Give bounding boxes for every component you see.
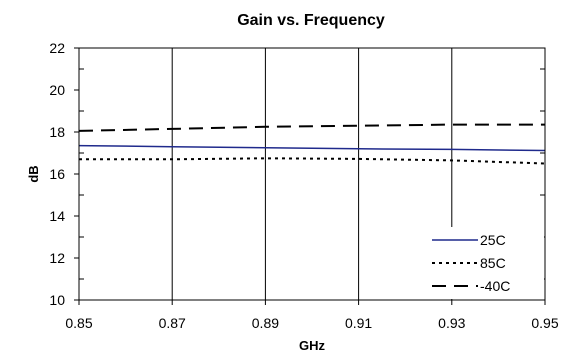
y-tick-label: 16 <box>49 166 65 182</box>
axis-ticks: 0.85 0.87 0.89 0.91 0.93 0.95 10 12 14 16 18 20 22 <box>49 40 558 331</box>
legend: 25C 85C -40C <box>424 227 544 299</box>
series-line-25C <box>78 144 546 152</box>
x-tick-label: 0.95 <box>531 315 558 331</box>
y-tick-label: 12 <box>49 250 65 266</box>
y-axis-title: dB <box>26 165 41 182</box>
y-tick-label: 22 <box>49 40 65 56</box>
x-tick-label: 0.93 <box>438 315 465 331</box>
x-tick-label: 0.91 <box>345 315 372 331</box>
legend-label: 85C <box>480 255 506 271</box>
series-lines <box>78 123 546 165</box>
x-tick-label: 0.85 <box>65 315 92 331</box>
legend-label: -40C <box>480 278 510 294</box>
legend-label: 25C <box>480 232 506 248</box>
series-line--40C <box>78 123 545 132</box>
y-tick-label: 10 <box>49 292 65 308</box>
y-tick-label: 18 <box>49 124 65 140</box>
y-tick-label: 20 <box>49 82 65 98</box>
x-axis-title: GHz <box>299 338 326 353</box>
x-tick-label: 0.89 <box>252 315 279 331</box>
y-tick-label: 14 <box>49 208 65 224</box>
x-tick-label: 0.87 <box>159 315 186 331</box>
series-line-85C <box>79 157 546 165</box>
chart-title: Gain vs. Frequency <box>237 12 385 29</box>
